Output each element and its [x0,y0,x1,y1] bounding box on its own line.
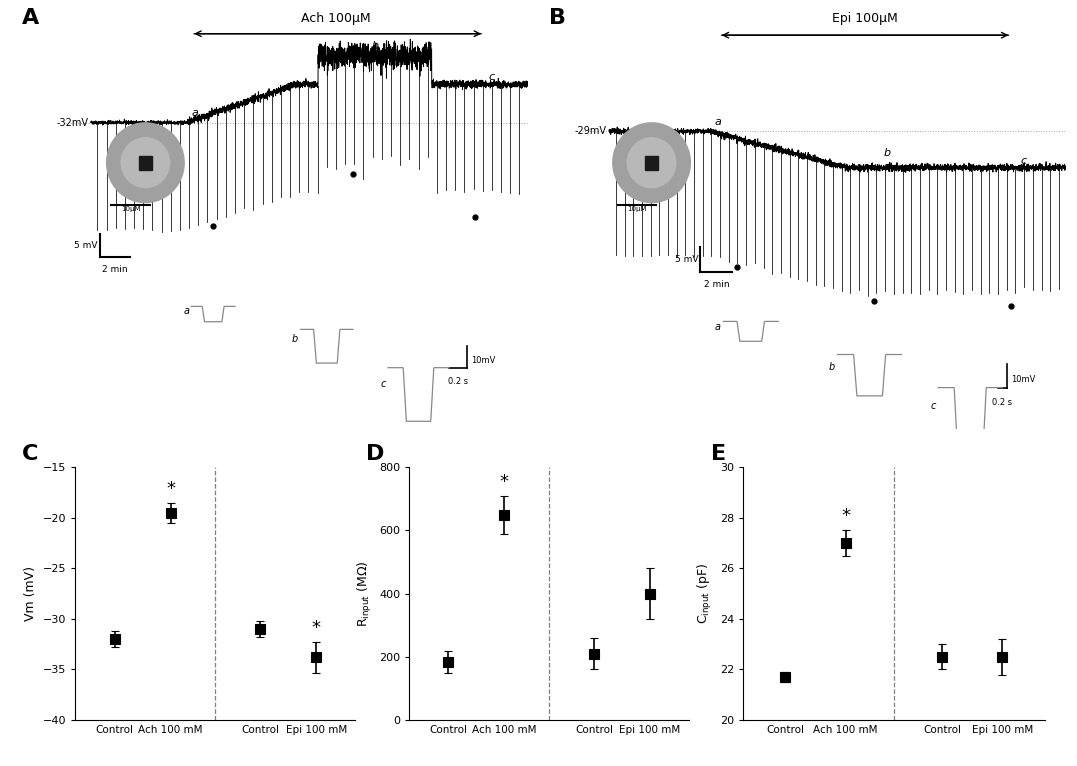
Text: Ach 100μM: Ach 100μM [300,11,370,25]
Text: b: b [292,335,298,345]
Text: 10μM: 10μM [627,207,647,212]
Text: 5 mV: 5 mV [674,255,698,264]
Text: c: c [1021,156,1026,166]
Text: -29mV: -29mV [575,126,606,136]
Text: D: D [366,444,384,464]
Bar [139,155,152,169]
Text: 0.2 s: 0.2 s [992,398,1012,407]
Text: a: a [715,322,721,332]
Text: b: b [883,148,891,158]
Text: 2 min: 2 min [102,265,128,274]
Text: a: a [192,109,198,119]
Y-axis label: R$_{\mathrm{input}}$ (MΩ): R$_{\mathrm{input}}$ (MΩ) [355,560,374,627]
Text: *: * [311,619,321,637]
Text: E: E [711,444,726,464]
Text: Epi 100μM: Epi 100μM [833,12,898,25]
Text: -32mV: -32mV [57,117,88,128]
Text: b: b [829,362,836,372]
Text: *: * [841,507,850,525]
Text: 0.2 s: 0.2 s [448,377,467,386]
Text: 2 min: 2 min [703,280,729,289]
Text: 10μM: 10μM [121,207,141,212]
Text: *: * [500,473,509,491]
Text: B: B [549,8,567,28]
Circle shape [627,138,676,188]
Text: 10mV: 10mV [471,355,495,365]
Text: A: A [22,8,39,28]
Circle shape [121,138,169,188]
Bar [645,155,658,169]
Text: 5 mV: 5 mV [74,241,97,250]
Text: *: * [166,480,176,498]
Text: a: a [714,116,721,126]
Text: 10mV: 10mV [1011,375,1036,384]
Text: C: C [22,444,38,464]
Text: b: b [372,41,378,51]
Circle shape [613,123,690,202]
Y-axis label: Vm (mV): Vm (mV) [25,566,38,621]
Text: c: c [488,72,494,82]
Text: c: c [380,378,386,389]
Text: c: c [931,401,936,411]
Text: a: a [183,306,190,316]
Circle shape [107,123,184,202]
Y-axis label: C$_{\mathrm{input}}$ (pF): C$_{\mathrm{input}}$ (pF) [697,563,714,624]
